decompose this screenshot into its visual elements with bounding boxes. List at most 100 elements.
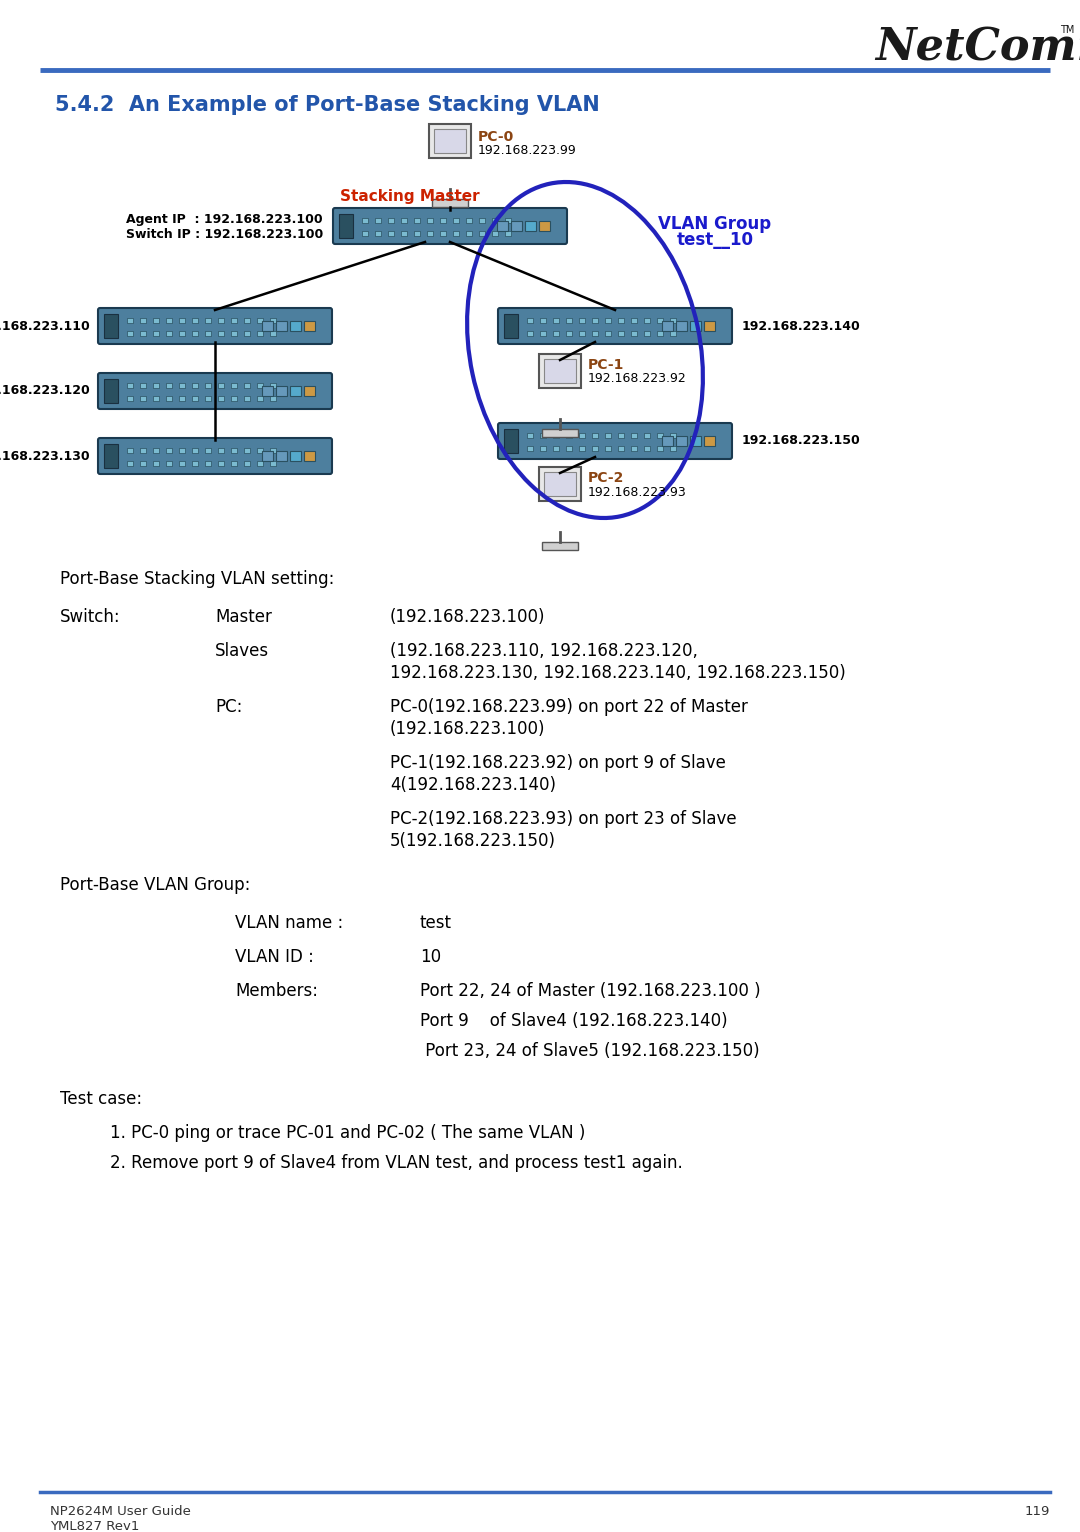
Bar [231, 397, 237, 401]
Bar [363, 231, 368, 236]
Text: Port 22, 24 of Master (192.168.223.100 ): Port 22, 24 of Master (192.168.223.100 ) [420, 982, 760, 1000]
Bar [657, 331, 663, 336]
Bar [231, 383, 237, 388]
Bar [205, 461, 211, 466]
Bar [618, 446, 624, 450]
Bar [657, 446, 663, 450]
Text: TM: TM [1059, 25, 1075, 35]
Bar [244, 319, 249, 323]
Bar [662, 322, 673, 331]
Text: 5.4.2  An Example of Port-Base Stacking VLAN: 5.4.2 An Example of Port-Base Stacking V… [55, 95, 599, 115]
Text: YML827 Rev1: YML827 Rev1 [50, 1520, 139, 1532]
Bar [618, 434, 624, 438]
Bar [127, 449, 134, 453]
Bar [179, 449, 185, 453]
Text: VLAN Group: VLAN Group [659, 214, 771, 233]
Bar [140, 461, 147, 466]
Text: Slaves: Slaves [215, 642, 269, 660]
Bar [270, 461, 275, 466]
Bar [618, 319, 624, 323]
Bar [127, 461, 134, 466]
Bar [670, 434, 676, 438]
Bar [527, 446, 534, 450]
Bar [218, 397, 224, 401]
Bar [690, 322, 701, 331]
Bar [376, 231, 381, 236]
Bar [153, 383, 159, 388]
Bar [401, 218, 407, 224]
Text: 10: 10 [420, 948, 441, 967]
Text: 5(192.168.223.150): 5(192.168.223.150) [390, 832, 556, 850]
Bar [205, 397, 211, 401]
Text: 192.168.223.92: 192.168.223.92 [588, 372, 687, 386]
Bar [566, 446, 572, 450]
Bar [270, 319, 275, 323]
Bar [192, 383, 198, 388]
Text: PC-0(192.168.223.99) on port 22 of Master: PC-0(192.168.223.99) on port 22 of Maste… [390, 699, 747, 715]
Bar [231, 319, 237, 323]
Text: 192.168.223.120: 192.168.223.120 [0, 385, 90, 397]
Bar [644, 446, 650, 450]
Text: PC-2: PC-2 [588, 470, 624, 486]
Bar [166, 383, 172, 388]
Text: 192.168.223.130: 192.168.223.130 [0, 449, 90, 463]
Bar [465, 231, 472, 236]
Bar [389, 231, 394, 236]
Bar [166, 331, 172, 336]
Bar [153, 449, 159, 453]
Bar [566, 331, 572, 336]
Text: Port-Base VLAN Group:: Port-Base VLAN Group: [60, 876, 251, 895]
Bar [104, 444, 118, 467]
Bar [192, 449, 198, 453]
Bar [291, 322, 301, 331]
Text: Port 9    of Slave4 (192.168.223.140): Port 9 of Slave4 (192.168.223.140) [420, 1013, 728, 1030]
Bar [303, 386, 315, 395]
Bar [205, 449, 211, 453]
Text: VLAN ID :: VLAN ID : [235, 948, 314, 967]
Bar [427, 218, 433, 224]
Bar [192, 397, 198, 401]
Bar [540, 434, 546, 438]
Bar [592, 434, 598, 438]
Bar [270, 449, 275, 453]
Bar [527, 319, 534, 323]
Bar [179, 383, 185, 388]
Text: 119: 119 [1025, 1504, 1050, 1518]
Bar [504, 429, 518, 453]
Text: test__10: test__10 [676, 231, 754, 250]
Bar [270, 331, 275, 336]
Bar [414, 231, 420, 236]
Bar [579, 319, 585, 323]
Bar [205, 319, 211, 323]
Bar [579, 331, 585, 336]
Bar [270, 383, 275, 388]
Bar [276, 322, 287, 331]
Bar [631, 434, 637, 438]
Text: 192.168.223.93: 192.168.223.93 [588, 486, 687, 498]
Bar [262, 386, 273, 395]
Bar [153, 397, 159, 401]
Bar [244, 461, 249, 466]
Bar [605, 434, 611, 438]
Bar [140, 383, 147, 388]
Text: 192.168.223.150: 192.168.223.150 [742, 435, 861, 447]
Bar [244, 331, 249, 336]
Bar [527, 434, 534, 438]
Bar [542, 542, 578, 550]
Bar [179, 461, 185, 466]
Bar [218, 383, 224, 388]
Bar [276, 450, 287, 461]
Bar [153, 319, 159, 323]
Bar [179, 319, 185, 323]
Bar [414, 218, 420, 224]
Bar [363, 218, 368, 224]
FancyBboxPatch shape [429, 124, 471, 158]
Bar [257, 331, 262, 336]
Bar [432, 199, 468, 207]
Bar [704, 437, 715, 446]
Bar [166, 461, 172, 466]
FancyBboxPatch shape [333, 208, 567, 244]
Bar [257, 383, 262, 388]
Bar [339, 214, 353, 237]
Text: (192.168.223.100): (192.168.223.100) [390, 720, 545, 738]
